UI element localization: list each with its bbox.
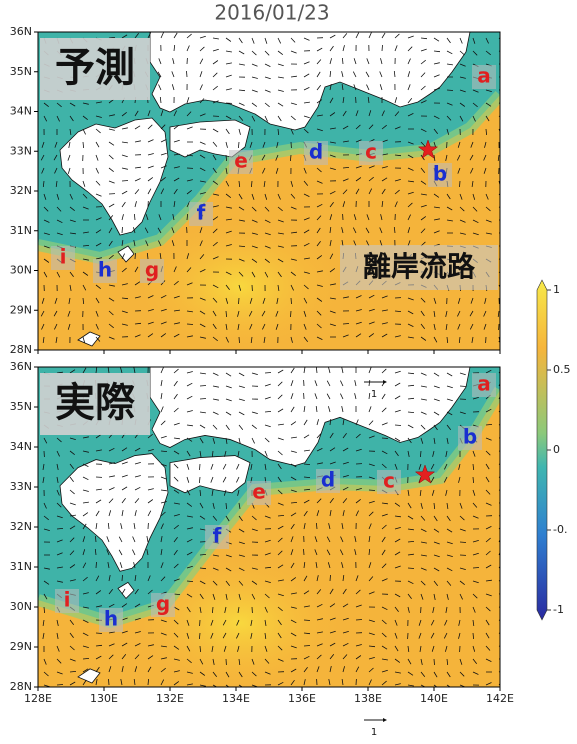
- point-label: d: [321, 468, 335, 492]
- point-box: [304, 141, 328, 165]
- lat-tick-label: 30N: [10, 600, 32, 613]
- point-box: [151, 593, 175, 617]
- lat-tick-label: 36N: [10, 360, 32, 373]
- land: [117, 581, 135, 600]
- point-label: e: [234, 149, 248, 173]
- point-box: [472, 65, 496, 89]
- land: [117, 245, 135, 263]
- point-label: a: [477, 64, 491, 88]
- land: [149, 367, 471, 467]
- point-label: e: [252, 480, 266, 504]
- point-box: [472, 373, 496, 397]
- colorbar-tick-label: -1: [553, 603, 564, 616]
- lat-tick-label: 30N: [10, 264, 32, 277]
- scale-label: 1: [371, 389, 377, 400]
- point-box: [377, 470, 401, 494]
- lat-tick-label: 35N: [10, 65, 32, 78]
- point-label: a: [477, 372, 491, 396]
- lon-tick-label: 128E: [24, 692, 52, 705]
- lon-tick-label: 136E: [288, 692, 316, 705]
- lat-tick-label: 36N: [10, 25, 32, 38]
- point-box: [99, 608, 123, 632]
- colorbar: [536, 279, 548, 621]
- point-label: f: [213, 524, 222, 548]
- land: [169, 455, 251, 494]
- lat-tick-label: 28N: [10, 343, 32, 356]
- lat-tick-label: 29N: [10, 303, 32, 316]
- panel-label: 実際: [55, 380, 135, 426]
- warm-core: [130, 216, 350, 350]
- current-band: [38, 386, 500, 629]
- lat-tick-label: 31N: [10, 560, 32, 573]
- point-label: i: [64, 588, 71, 612]
- point-box: [458, 426, 482, 450]
- lat-tick-label: 34N: [10, 105, 32, 118]
- lat-tick-label: 33N: [10, 144, 32, 157]
- lat-tick-label: 32N: [10, 184, 32, 197]
- point-box: [93, 259, 117, 283]
- star: [414, 464, 436, 484]
- land: [59, 117, 169, 236]
- lon-tick-label: 138E: [354, 692, 382, 705]
- point-box: [229, 150, 253, 174]
- lat-tick-label: 35N: [10, 400, 32, 413]
- map-panel: [38, 367, 500, 687]
- point-box: [140, 259, 164, 283]
- point-box: [205, 525, 229, 549]
- panel-label: 予測: [55, 45, 135, 91]
- land: [59, 453, 169, 572]
- colorbar-tick-label: 0: [553, 443, 560, 456]
- lon-tick-label: 142E: [486, 692, 514, 705]
- land: [77, 668, 101, 684]
- point-box: [55, 589, 79, 613]
- lat-tick-label: 32N: [10, 520, 32, 533]
- colorbar-tick-label: -0.: [553, 523, 567, 536]
- colorbar-tick-label: 0.5: [553, 363, 571, 376]
- lat-tick-label: 29N: [10, 640, 32, 653]
- panel-label-box: [40, 38, 150, 100]
- point-label: g: [156, 592, 170, 616]
- lat-tick-label: 28N: [10, 680, 32, 693]
- point-box: [316, 469, 340, 493]
- point-label: c: [383, 469, 395, 493]
- lon-tick-label: 130E: [90, 692, 118, 705]
- land: [77, 331, 101, 347]
- lon-tick-label: 132E: [156, 692, 184, 705]
- point-label: d: [309, 140, 323, 164]
- land: [149, 32, 471, 131]
- lat-tick-label: 31N: [10, 224, 32, 237]
- point-label: f: [197, 201, 206, 225]
- annotation: 離岸流路: [363, 250, 476, 283]
- title: 2016/01/23: [214, 1, 329, 25]
- scale-label: 1: [371, 727, 377, 738]
- point-box: [359, 141, 383, 165]
- point-label: b: [463, 425, 477, 449]
- point-label: g: [145, 258, 159, 282]
- lat-tick-label: 33N: [10, 480, 32, 493]
- point-box: [189, 202, 213, 226]
- point-label: c: [365, 140, 377, 164]
- annotation-box: [340, 245, 498, 290]
- colorbar-tick-label: 1: [553, 283, 560, 296]
- point-box: [51, 246, 75, 270]
- point-box: [247, 481, 271, 505]
- panel-label-box: [40, 373, 150, 435]
- map-panel: [38, 32, 500, 350]
- lat-tick-label: 34N: [10, 440, 32, 453]
- point-label: h: [104, 607, 118, 631]
- star: [417, 139, 439, 159]
- point-box: [428, 163, 452, 187]
- point-label: i: [60, 245, 67, 269]
- lon-tick-label: 140E: [420, 692, 448, 705]
- lon-tick-label: 134E: [222, 692, 250, 705]
- point-label: h: [98, 258, 112, 282]
- point-label: b: [433, 162, 447, 186]
